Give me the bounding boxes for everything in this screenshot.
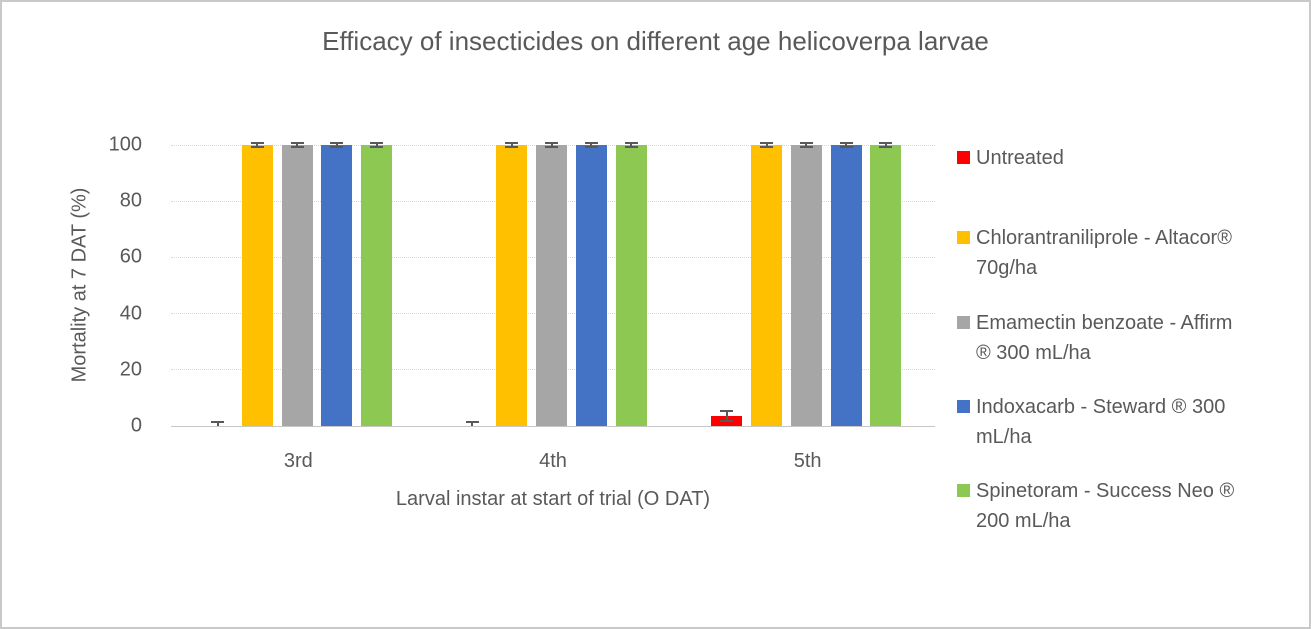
- legend-item-4: Spinetoram - Success Neo ® 200 mL/ha: [957, 476, 1234, 536]
- x-axis-category-labels: 3rd 4th 5th: [171, 450, 935, 480]
- error-bar-cap-top: [465, 420, 479, 423]
- bar-5th-series-1: [751, 145, 783, 426]
- legend-label: Indoxacarb - Steward ® 300 mL/ha: [976, 396, 1226, 448]
- error-bar-3rd-series-1: [256, 143, 259, 147]
- error-bar-cap-bottom: [760, 145, 774, 148]
- error-bar-4th-series-0: [471, 421, 474, 426]
- y-tick-label-20: 20: [119, 358, 142, 381]
- error-bar-cap-top: [505, 142, 519, 145]
- error-bar-cap-top: [211, 420, 224, 423]
- bar-4th-series-3: [575, 145, 607, 426]
- error-bar-3rd-series-2: [296, 143, 298, 147]
- error-bar-cap-top: [290, 142, 304, 145]
- error-bar-cap-bottom: [720, 420, 734, 423]
- legend-item-3: Indoxacarb - Steward ® 300 mL/ha: [957, 392, 1225, 452]
- error-bar-cap-top: [879, 142, 893, 145]
- error-bar-cap-top: [545, 142, 559, 145]
- error-bar-4th-series-1: [510, 143, 513, 147]
- error-bar-cap-bottom: [879, 145, 893, 148]
- chart-title: Efficacy of insecticides on different ag…: [322, 26, 989, 56]
- legend-item-0: Untreated: [957, 143, 1064, 173]
- legend-swatch-icon: [957, 316, 970, 329]
- error-bar-cap-top: [624, 142, 638, 145]
- error-bar-cap-top: [250, 142, 264, 145]
- error-bar-5th-series-2: [805, 143, 808, 147]
- error-bar-cap-top: [720, 410, 734, 413]
- error-bar-cap-bottom: [370, 145, 383, 148]
- error-bar-3rd-series-3: [335, 143, 338, 147]
- legend-item-1: Chlorantraniliprole - Altacor® 70g/ha: [957, 223, 1232, 283]
- x-category-label-4th: 4th: [539, 450, 567, 472]
- bar-3rd-series-1: [241, 145, 273, 426]
- x-category-label-3rd: 3rd: [283, 450, 313, 472]
- error-bar-4th-series-4: [630, 143, 633, 147]
- bar-3rd-series-3: [321, 145, 353, 426]
- bar-5th-series-2: [790, 145, 822, 426]
- bar-5th-series-4: [870, 145, 902, 426]
- legend-label: Spinetoram - Success Neo ® 200 mL/ha: [976, 480, 1235, 532]
- x-axis-title: Larval instar at start of trial (O DAT): [395, 488, 711, 510]
- legend-label: Emamectin benzoate - Affirm ® 300 mL/ha: [976, 312, 1233, 364]
- y-tick-label-80: 80: [119, 189, 142, 212]
- bar-4th-series-1: [496, 145, 528, 426]
- legend-item-2: Emamectin benzoate - Affirm ® 300 mL/ha: [957, 308, 1232, 368]
- y-tick-label-40: 40: [119, 302, 142, 325]
- bar-4th-series-4: [615, 145, 647, 426]
- y-tick-label-0: 0: [130, 414, 142, 437]
- bar-3rd-series-4: [361, 145, 392, 426]
- bar-3rd-series-2: [281, 145, 313, 426]
- legend-label: Untreated: [976, 147, 1064, 169]
- error-bar-3rd-series-0: [216, 421, 219, 426]
- error-bar-4th-series-2: [550, 143, 553, 147]
- error-bar-5th-series-4: [884, 143, 887, 147]
- y-tick-label-100: 100: [108, 133, 142, 156]
- x-axis-line: [171, 426, 935, 427]
- error-bar-cap-bottom: [839, 145, 853, 148]
- bar-4th-series-2: [536, 145, 568, 426]
- error-bar-cap-top: [370, 142, 383, 145]
- error-bar-cap-top: [330, 142, 344, 145]
- error-bar-cap-bottom: [330, 145, 344, 148]
- error-bar-cap-top: [584, 142, 598, 145]
- bar-5th-series-3: [830, 145, 862, 426]
- legend-swatch-icon: [957, 484, 970, 497]
- error-bar-4th-series-3: [590, 143, 593, 147]
- error-bar-5th-series-3: [845, 143, 848, 147]
- legend-swatch-icon: [957, 151, 970, 164]
- legend-swatch-icon: [957, 400, 970, 413]
- x-category-label-5th: 5th: [793, 450, 822, 472]
- error-bar-cap-bottom: [250, 145, 264, 148]
- error-bar-cap-bottom: [290, 145, 304, 148]
- error-bar-cap-bottom: [505, 145, 519, 148]
- error-bar-cap-bottom: [624, 145, 638, 148]
- error-bar-5th-series-0: [725, 411, 728, 422]
- error-bar-3rd-series-4: [375, 143, 378, 147]
- error-bar-cap-top: [760, 142, 774, 145]
- error-bar-cap-bottom: [545, 145, 559, 148]
- y-axis-ticks: 0 20 40 60 80 100: [87, 134, 142, 437]
- plot-area: [171, 142, 935, 427]
- y-tick-label-60: 60: [119, 245, 142, 268]
- error-bar-cap-bottom: [584, 145, 598, 148]
- legend-label: Chlorantraniliprole - Altacor® 70g/ha: [976, 227, 1232, 279]
- error-bar-cap-top: [799, 142, 813, 145]
- legend-swatch-icon: [957, 231, 970, 244]
- error-bar-cap-bottom: [799, 145, 813, 148]
- error-bar-cap-top: [839, 142, 853, 145]
- error-bar-5th-series-1: [765, 143, 768, 147]
